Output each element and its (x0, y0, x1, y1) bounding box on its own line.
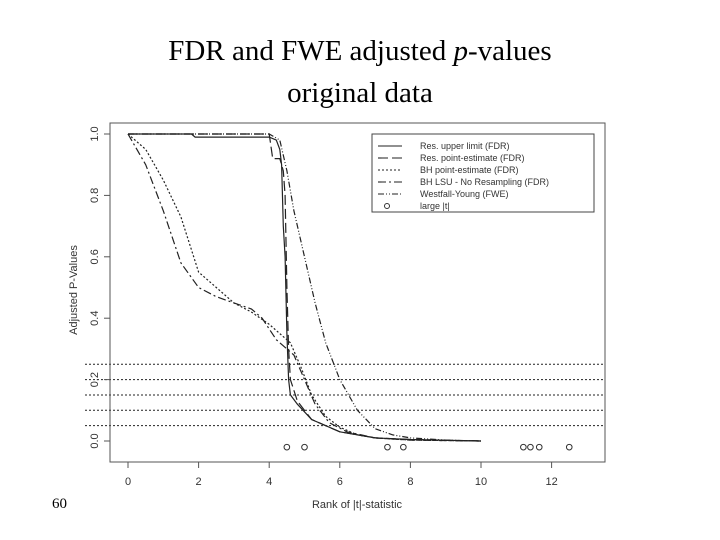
y-axis-label: Adjusted P-Values (68, 245, 80, 335)
title-line-2: original data (287, 77, 433, 109)
markers (283, 443, 573, 451)
large-t-marker (527, 443, 534, 451)
x-tick-label: 8 (407, 476, 413, 488)
legend-label: Res. point-estimate (FDR) (420, 153, 525, 163)
title-line-1: FDR and FWE adjusted p-values (0, 30, 720, 72)
y-tick-label: 1.0 (89, 126, 101, 141)
legend-label: BH LSU - No Resampling (FDR) (420, 177, 549, 187)
x-tick-label: 12 (545, 476, 557, 488)
y-tick-label: 0.4 (89, 311, 101, 326)
x-axis: 0 2 4 6 8 10 12 (125, 462, 558, 488)
x-tick-label: 0 (125, 476, 131, 488)
large-t-marker (384, 443, 391, 451)
series-line-4 (128, 133, 482, 442)
large-t-marker (520, 443, 527, 451)
x-tick-label: 2 (196, 476, 202, 488)
page-number: 60 (52, 496, 67, 512)
x-tick-label: 4 (266, 476, 272, 488)
title-suffix: -values (467, 35, 552, 67)
series-line-3 (127, 133, 482, 442)
series-group (127, 133, 482, 442)
reference-lines (85, 363, 605, 427)
title-italic-p: p (453, 35, 468, 67)
plot-frame (109, 122, 606, 463)
series-line-2 (127, 133, 482, 442)
title-prefix: FDR and FWE adjusted (168, 35, 454, 67)
slide-title: FDR and FWE adjusted p-values original d… (0, 30, 720, 114)
y-tick-label: 0.0 (89, 433, 101, 448)
y-axis: 0.0 0.2 0.4 0.6 0.8 1.0 (89, 126, 110, 449)
x-axis-label: Rank of |t|-statistic (312, 499, 403, 511)
x-tick-label: 10 (475, 476, 487, 488)
x-tick-label: 6 (337, 476, 343, 488)
large-t-marker (301, 443, 308, 451)
large-t-marker (400, 443, 407, 451)
large-t-marker (535, 443, 543, 451)
legend: Res. upper limit (FDR) Res. point-estimat… (371, 133, 595, 213)
y-tick-label: 0.8 (89, 188, 101, 203)
legend-label: BH point-estimate (FDR) (420, 165, 519, 175)
legend-label: Westfall-Young (FWE) (420, 189, 509, 199)
legend-marker (384, 203, 390, 209)
legend-box (371, 133, 595, 213)
legend-label: Res. upper limit (FDR) (420, 141, 510, 151)
large-t-marker (283, 443, 291, 451)
y-tick-label: 0.2 (89, 372, 101, 387)
legend-label: large |t| (420, 201, 450, 211)
y-tick-label: 0.6 (89, 249, 101, 264)
large-t-marker (565, 443, 573, 451)
